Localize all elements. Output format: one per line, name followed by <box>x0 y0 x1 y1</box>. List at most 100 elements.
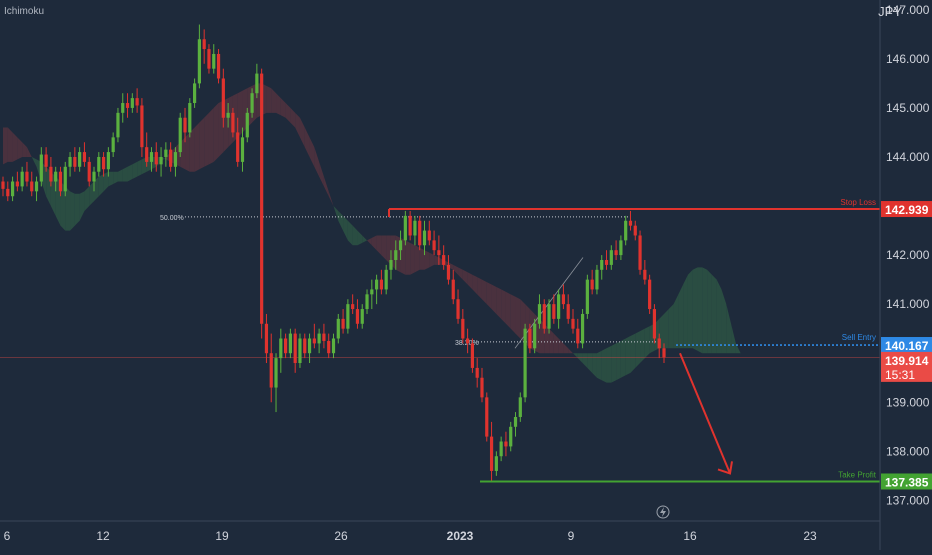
candle-body <box>327 340 331 354</box>
cloud-segment <box>630 333 636 373</box>
cloud-segment <box>276 93 281 116</box>
candle-body <box>394 250 398 260</box>
time-tick-label: 2023 <box>447 529 474 543</box>
candle-body <box>590 279 594 290</box>
candle-body <box>44 154 48 167</box>
time-tick-label: 26 <box>334 529 348 543</box>
cloud-segment <box>84 186 90 211</box>
cloud-segment <box>26 147 32 157</box>
cloud-segment <box>12 132 18 162</box>
cloud-segment <box>194 122 200 172</box>
forecast-arrow-shaft <box>679 352 731 474</box>
candle-body <box>298 338 302 364</box>
candle-body <box>451 279 455 300</box>
time-tick-label: 12 <box>96 529 110 543</box>
candle-body <box>427 230 431 241</box>
candle-body <box>470 343 475 368</box>
cloud-segment <box>568 348 573 354</box>
candle-body <box>202 39 206 50</box>
candle-body <box>226 112 230 118</box>
cloud-segment <box>137 159 142 177</box>
cloud-segment <box>496 286 502 319</box>
cloud-segment <box>189 127 195 172</box>
candle-body <box>6 188 10 197</box>
candle-body <box>68 156 72 167</box>
cloud-segment <box>74 193 80 226</box>
candle-body <box>585 279 589 314</box>
candle-body <box>576 328 580 344</box>
candle-body <box>169 149 173 167</box>
candle-body <box>475 367 479 378</box>
candle-body <box>336 318 340 339</box>
candle-body <box>164 149 168 157</box>
time-tick-label: 9 <box>568 529 575 543</box>
cloud-segment <box>228 95 233 148</box>
candle-body <box>216 53 221 79</box>
cloud-segment <box>122 166 128 182</box>
stop-loss-tag <box>881 201 932 218</box>
candle-body <box>116 112 120 138</box>
cloud-segment <box>199 117 205 170</box>
cloud-segment <box>501 289 506 324</box>
cloud-segment <box>98 174 104 197</box>
candle-body <box>446 264 451 280</box>
cloud-segment <box>271 88 277 113</box>
ichimoku-cloud <box>3 83 741 383</box>
cloud-segment <box>549 328 554 354</box>
candle-body <box>533 323 537 349</box>
candle-body <box>260 73 264 324</box>
cloud-segment <box>381 235 387 260</box>
cloud-segment <box>319 161 324 187</box>
cloud-segment <box>208 107 214 165</box>
indicator-label[interactable]: Ichimoku <box>4 6 45 17</box>
cloud-segment <box>434 255 439 265</box>
cloud-segment <box>640 328 645 364</box>
lightning-icon-bolt <box>660 507 666 517</box>
candle-body <box>121 103 125 113</box>
cloud-segment <box>290 107 296 128</box>
candle-body <box>504 441 508 447</box>
candle-body <box>245 112 249 138</box>
cloud-segment <box>697 267 703 354</box>
cloud-segment <box>17 137 23 160</box>
candle-body <box>542 304 546 329</box>
cloud-segment <box>481 279 487 305</box>
candle-body <box>221 78 225 118</box>
cloud-segment <box>505 291 511 329</box>
candle-body <box>561 294 566 305</box>
candle-body <box>604 260 609 265</box>
candle-body <box>87 161 91 182</box>
cloud-segment <box>644 326 650 359</box>
lightning-icon-circle <box>656 505 670 519</box>
candle-body <box>413 220 417 236</box>
candle-body <box>408 215 412 236</box>
candle-body <box>10 181 15 197</box>
candle-body <box>437 250 441 256</box>
candle-body <box>379 279 383 290</box>
cloud-segment <box>185 132 190 172</box>
candle-body <box>125 103 130 108</box>
candle-body <box>384 269 388 290</box>
cloud-segment <box>424 250 430 270</box>
cloud-segment <box>592 353 597 378</box>
cloud-segment <box>376 235 382 256</box>
cloud-segment <box>3 127 8 165</box>
sell-entry-tag-value: 140.167 <box>885 339 929 353</box>
cloud-segment <box>678 284 684 349</box>
cloud-segment <box>285 103 291 123</box>
candle-body <box>422 230 427 246</box>
candle-body <box>178 117 182 153</box>
cloud-segment <box>735 343 741 354</box>
candle-body <box>149 152 154 162</box>
candle-body <box>509 426 513 447</box>
cloud-segment <box>462 269 468 285</box>
cloud-segment <box>726 304 732 354</box>
candle-body <box>192 83 197 104</box>
candle-body <box>54 171 58 182</box>
candle-body <box>489 436 494 471</box>
candle-body <box>183 117 187 133</box>
take-profit-tag <box>881 473 932 490</box>
candle-body <box>231 112 235 133</box>
